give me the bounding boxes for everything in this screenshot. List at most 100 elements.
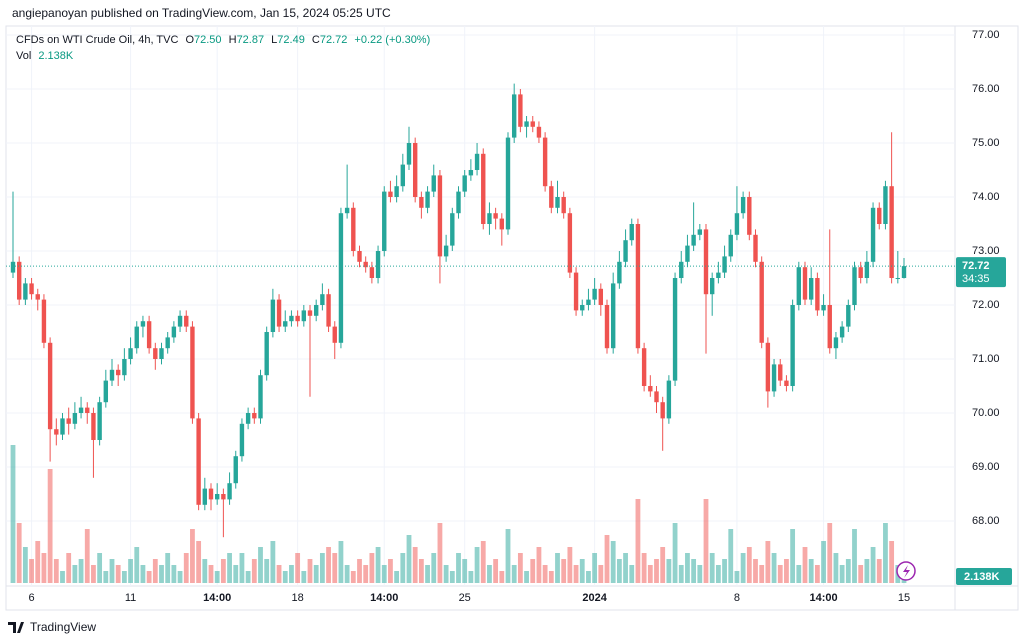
candle-body: [47, 342, 53, 430]
candle-body: [889, 186, 894, 278]
candle-body: [140, 321, 146, 327]
volume-bar: [412, 547, 418, 583]
y-tick-label: 75.00: [972, 137, 1000, 149]
candle-body: [635, 224, 641, 349]
volume-bar: [784, 559, 789, 583]
volume-bar: [746, 547, 752, 583]
volume-bar: [214, 571, 220, 583]
volume-bar: [883, 523, 888, 583]
volume-bar: [344, 565, 350, 583]
candle-body: [709, 278, 715, 295]
volume-bar: [709, 553, 715, 583]
candle-body: [870, 207, 876, 262]
volume-bar: [338, 541, 344, 583]
candle-body: [208, 488, 214, 500]
volume-bar: [635, 499, 641, 583]
x-tick-label: 18: [292, 592, 304, 604]
volume-bar: [845, 559, 851, 583]
legend-key: C: [312, 34, 320, 46]
candle-body: [41, 299, 47, 343]
candle-body: [177, 315, 183, 327]
volume-bar: [462, 559, 468, 583]
volume-bar: [394, 571, 400, 583]
candle-body: [610, 283, 616, 349]
y-tick-label: 70.00: [972, 407, 1000, 419]
volume-bar: [84, 529, 90, 583]
volume-bar: [282, 571, 288, 583]
candle-body: [487, 213, 492, 224]
candle-body: [153, 348, 158, 359]
volume-bar: [208, 565, 214, 583]
candle-body: [214, 494, 220, 500]
volume-bar: [109, 559, 115, 583]
candle-body: [437, 175, 443, 257]
candle-body: [146, 321, 152, 349]
volume-bar: [555, 553, 560, 583]
candle-body: [375, 251, 381, 278]
volume-bar: [456, 553, 461, 583]
volume-bar: [115, 565, 121, 583]
candle-body: [549, 186, 554, 208]
candle-body: [796, 267, 802, 305]
candle-body: [790, 305, 795, 386]
volume-bar: [715, 565, 721, 583]
volume-bar: [381, 565, 387, 583]
legend-value: 72.49: [277, 34, 305, 46]
volume-bar: [814, 565, 820, 583]
candle-body: [629, 224, 634, 241]
candle-body: [184, 315, 189, 327]
candle-body: [221, 494, 226, 500]
candle-body: [518, 94, 523, 127]
candle-body: [66, 418, 71, 424]
volume-legend: Vol 2.138K: [16, 50, 74, 62]
volume-bar: [870, 547, 876, 583]
candle-body: [196, 418, 201, 505]
candle-body: [394, 186, 399, 197]
candle-body: [592, 288, 597, 300]
volume-legend-value: 2.138K: [38, 50, 74, 62]
candle-body: [412, 143, 418, 197]
candle-body: [16, 261, 22, 300]
candle-body: [493, 213, 498, 219]
candle-body: [691, 234, 696, 246]
candle-body: [165, 337, 170, 349]
volume-bar: [808, 559, 814, 583]
volume-bar: [771, 553, 777, 583]
candle-body: [382, 191, 387, 251]
volume-bar: [517, 553, 523, 583]
publish-header: angiepanoyan published on TradingView.co…: [12, 6, 391, 20]
candle-body: [679, 261, 684, 278]
volume-bar: [437, 523, 443, 583]
volume-title: Vol: [16, 50, 31, 62]
volume-bar: [319, 553, 325, 583]
candle-body: [72, 413, 78, 424]
volume-bar: [202, 559, 208, 583]
candle-body: [233, 456, 238, 484]
candle-body: [128, 348, 133, 359]
volume-bar: [406, 535, 412, 583]
volume-bar: [480, 541, 486, 583]
last-price-label: 72.72: [962, 260, 990, 272]
volume-bar: [765, 541, 771, 583]
y-tick-label: 77.00: [972, 29, 1000, 41]
candle-body: [623, 240, 628, 262]
volume-bar: [647, 565, 653, 583]
candle-body: [740, 197, 746, 214]
candle-body: [778, 364, 783, 381]
volume-bar: [697, 565, 703, 583]
volume-bar: [641, 553, 647, 583]
candle-body: [474, 153, 480, 170]
volume-bar: [443, 565, 449, 583]
footer-logo: TradingView: [8, 620, 96, 634]
candle-body: [190, 326, 195, 419]
volume-bar: [78, 559, 84, 583]
volume-bar: [165, 553, 171, 583]
volume-bar: [833, 553, 839, 583]
candle-body: [815, 278, 820, 311]
candle-body: [60, 418, 65, 435]
candle-body: [10, 261, 16, 273]
volume-bar: [889, 541, 895, 583]
candle-body: [641, 348, 647, 386]
volume-bar: [734, 571, 740, 583]
last-price-box: [956, 257, 1006, 288]
